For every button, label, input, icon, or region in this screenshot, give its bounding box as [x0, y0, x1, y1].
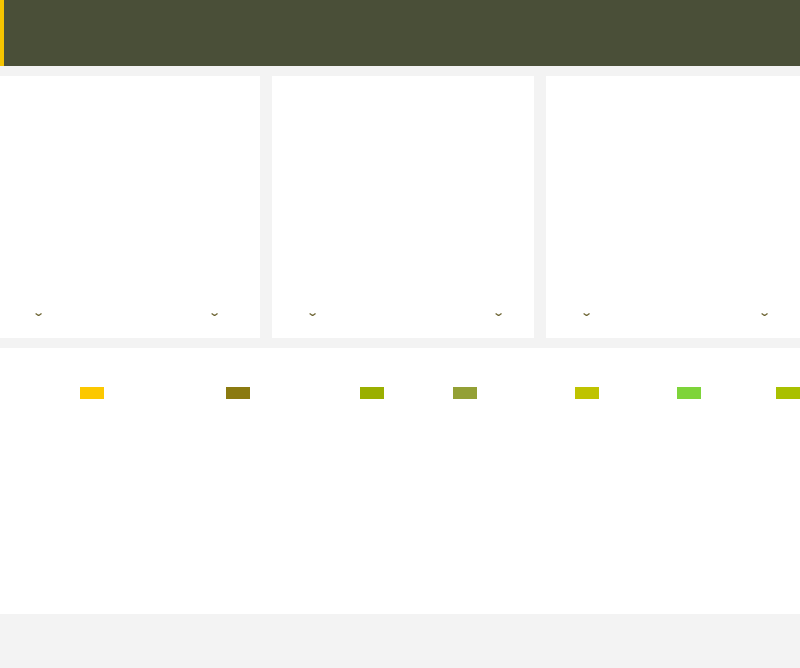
kpi-card-total-sessions [0, 76, 260, 338]
chevron-down-icon: ⌄ [306, 307, 320, 319]
previous-year-change[interactable]: ⌄ [200, 306, 222, 319]
top-channels-card [0, 348, 800, 614]
legend-swatch [453, 387, 477, 399]
legend-swatch [80, 387, 104, 399]
legend-swatch [575, 387, 599, 399]
chevron-down-icon: ⌄ [580, 307, 594, 319]
legend-swatch [226, 387, 250, 399]
kpi-card-goal-completions [546, 76, 800, 338]
kpi-card-bounce-rate [272, 76, 534, 338]
stacked-bar-chart [0, 348, 800, 614]
kpi-area-chart [282, 178, 526, 278]
chevron-down-icon: ⌄ [208, 307, 222, 319]
legend-swatch [776, 387, 800, 399]
kpi-sparkline-chart [556, 178, 800, 278]
chevron-down-icon: ⌄ [32, 307, 46, 319]
legend-swatch [677, 387, 701, 399]
chevron-down-icon: ⌄ [492, 307, 506, 319]
previous-year-change[interactable]: ⌄ [750, 306, 772, 319]
previous-period-change[interactable]: ⌄ [298, 306, 320, 319]
legend-swatch [360, 387, 384, 399]
header-bar [0, 0, 800, 66]
previous-year-change[interactable]: ⌄ [484, 306, 506, 319]
previous-period-change[interactable]: ⌄ [24, 306, 46, 319]
kpi-sparkline-chart [8, 178, 252, 278]
chevron-down-icon: ⌄ [758, 307, 772, 319]
previous-period-change[interactable]: ⌄ [572, 306, 594, 319]
